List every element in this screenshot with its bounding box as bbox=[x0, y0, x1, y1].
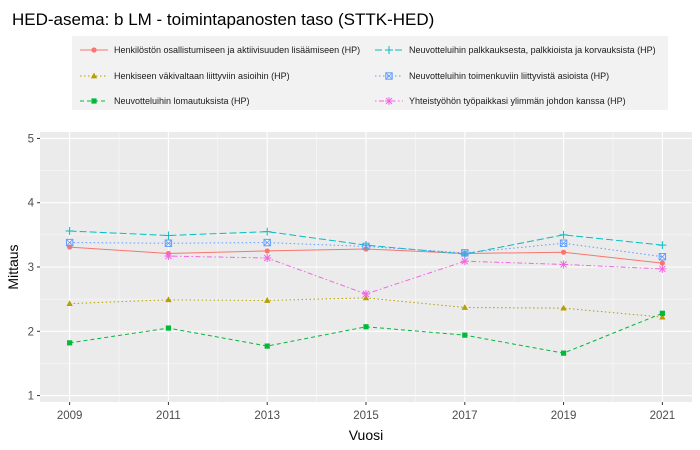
data-point bbox=[165, 296, 172, 303]
data-point bbox=[264, 297, 271, 303]
legend-item: Neuvotteluihin palkkauksesta, palkkioist… bbox=[375, 45, 656, 55]
legend-key-marker bbox=[91, 47, 97, 53]
x-axis-title: Vuosi bbox=[349, 427, 384, 443]
data-point bbox=[263, 254, 272, 262]
data-point bbox=[164, 239, 173, 247]
data-point bbox=[164, 252, 173, 261]
legend-label: Henkiseen väkivaltaan liittyviin asioihi… bbox=[114, 71, 290, 81]
x-tick-label: 2011 bbox=[156, 410, 181, 422]
y-tick-label: 1 bbox=[28, 391, 34, 403]
legend-label: Henkilöstön osallistumiseen ja aktiivisu… bbox=[114, 45, 360, 55]
data-point bbox=[363, 324, 369, 330]
legend-key-marker bbox=[90, 72, 98, 79]
y-tick-label: 3 bbox=[28, 262, 34, 274]
y-axis-title: Mittaus bbox=[5, 244, 21, 289]
chart-title: HED-asema: b LM - toimintapanosten taso … bbox=[12, 10, 434, 29]
x-tick-label: 2017 bbox=[452, 410, 478, 422]
data-point bbox=[658, 253, 667, 261]
data-point bbox=[65, 238, 74, 247]
legend-item: Neuvotteluihin lomautuksista (HP) bbox=[80, 96, 250, 106]
data-point bbox=[264, 248, 270, 254]
series-6 bbox=[164, 252, 667, 298]
y-tick-label: 4 bbox=[28, 198, 35, 210]
legend-label: Neuvotteluihin toimenkuviin liittyvistä … bbox=[409, 71, 609, 81]
axis-ticks: 1 2 3 4 5 2009 2011 2013 2015 2017 2019 2021 bbox=[28, 133, 676, 422]
data-point bbox=[66, 300, 73, 307]
data-point bbox=[460, 250, 469, 259]
data-point bbox=[659, 260, 665, 266]
x-tick-label: 2009 bbox=[57, 410, 83, 422]
data-point bbox=[560, 350, 567, 356]
x-tick-label: 2021 bbox=[650, 410, 676, 422]
series-layer bbox=[65, 227, 667, 356]
legend-key-marker bbox=[91, 98, 97, 104]
data-point bbox=[263, 238, 271, 247]
data-point bbox=[559, 260, 568, 269]
data-point bbox=[560, 304, 567, 311]
data-point bbox=[559, 239, 568, 247]
data-point bbox=[658, 264, 667, 273]
data-point bbox=[67, 244, 73, 250]
data-point bbox=[659, 313, 666, 320]
data-point bbox=[165, 325, 172, 331]
legend-label: Neuvotteluihin lomautuksista (HP) bbox=[114, 96, 250, 106]
x-tick-label: 2013 bbox=[254, 410, 280, 422]
data-point bbox=[560, 249, 567, 255]
data-point bbox=[659, 310, 665, 316]
legend-item: Neuvotteluihin toimenkuviin liittyvistä … bbox=[375, 71, 609, 81]
x-tick-label: 2015 bbox=[353, 410, 379, 422]
legend-label: Yhteistyöhön työpaikkasi ylimmän johdon … bbox=[409, 96, 626, 106]
series-4 bbox=[65, 227, 667, 259]
legend-key-marker bbox=[385, 72, 393, 80]
series-5 bbox=[65, 238, 667, 261]
data-point bbox=[362, 241, 370, 250]
data-point bbox=[461, 304, 468, 310]
data-point bbox=[658, 241, 667, 250]
data-point bbox=[460, 257, 469, 266]
data-point bbox=[65, 227, 74, 235]
y-tick-label: 5 bbox=[28, 133, 34, 145]
legend-item: Henkiseen väkivaltaan liittyviin asioihi… bbox=[80, 71, 290, 81]
legend-key-marker bbox=[385, 97, 393, 105]
legend-box bbox=[72, 36, 668, 110]
data-point bbox=[362, 290, 370, 298]
legend: Henkilöstön osallistumiseen ja aktiivisu… bbox=[80, 45, 656, 106]
series-3 bbox=[67, 310, 665, 356]
legend-key-marker bbox=[385, 46, 393, 54]
data-point bbox=[264, 343, 270, 349]
data-point bbox=[67, 340, 73, 346]
y-tick-label: 2 bbox=[28, 326, 34, 338]
data-point bbox=[462, 332, 468, 338]
data-point bbox=[263, 227, 272, 236]
legend-item: Yhteistyöhön työpaikkasi ylimmän johdon … bbox=[375, 96, 626, 106]
data-point bbox=[559, 230, 568, 239]
data-point bbox=[362, 242, 370, 251]
data-point bbox=[461, 249, 469, 257]
x-tick-label: 2019 bbox=[551, 410, 577, 422]
data-point bbox=[164, 231, 173, 240]
legend-label: Neuvotteluihin palkkauksesta, palkkioist… bbox=[409, 45, 656, 55]
legend-item: Henkilöstön osallistumiseen ja aktiivisu… bbox=[80, 45, 360, 55]
